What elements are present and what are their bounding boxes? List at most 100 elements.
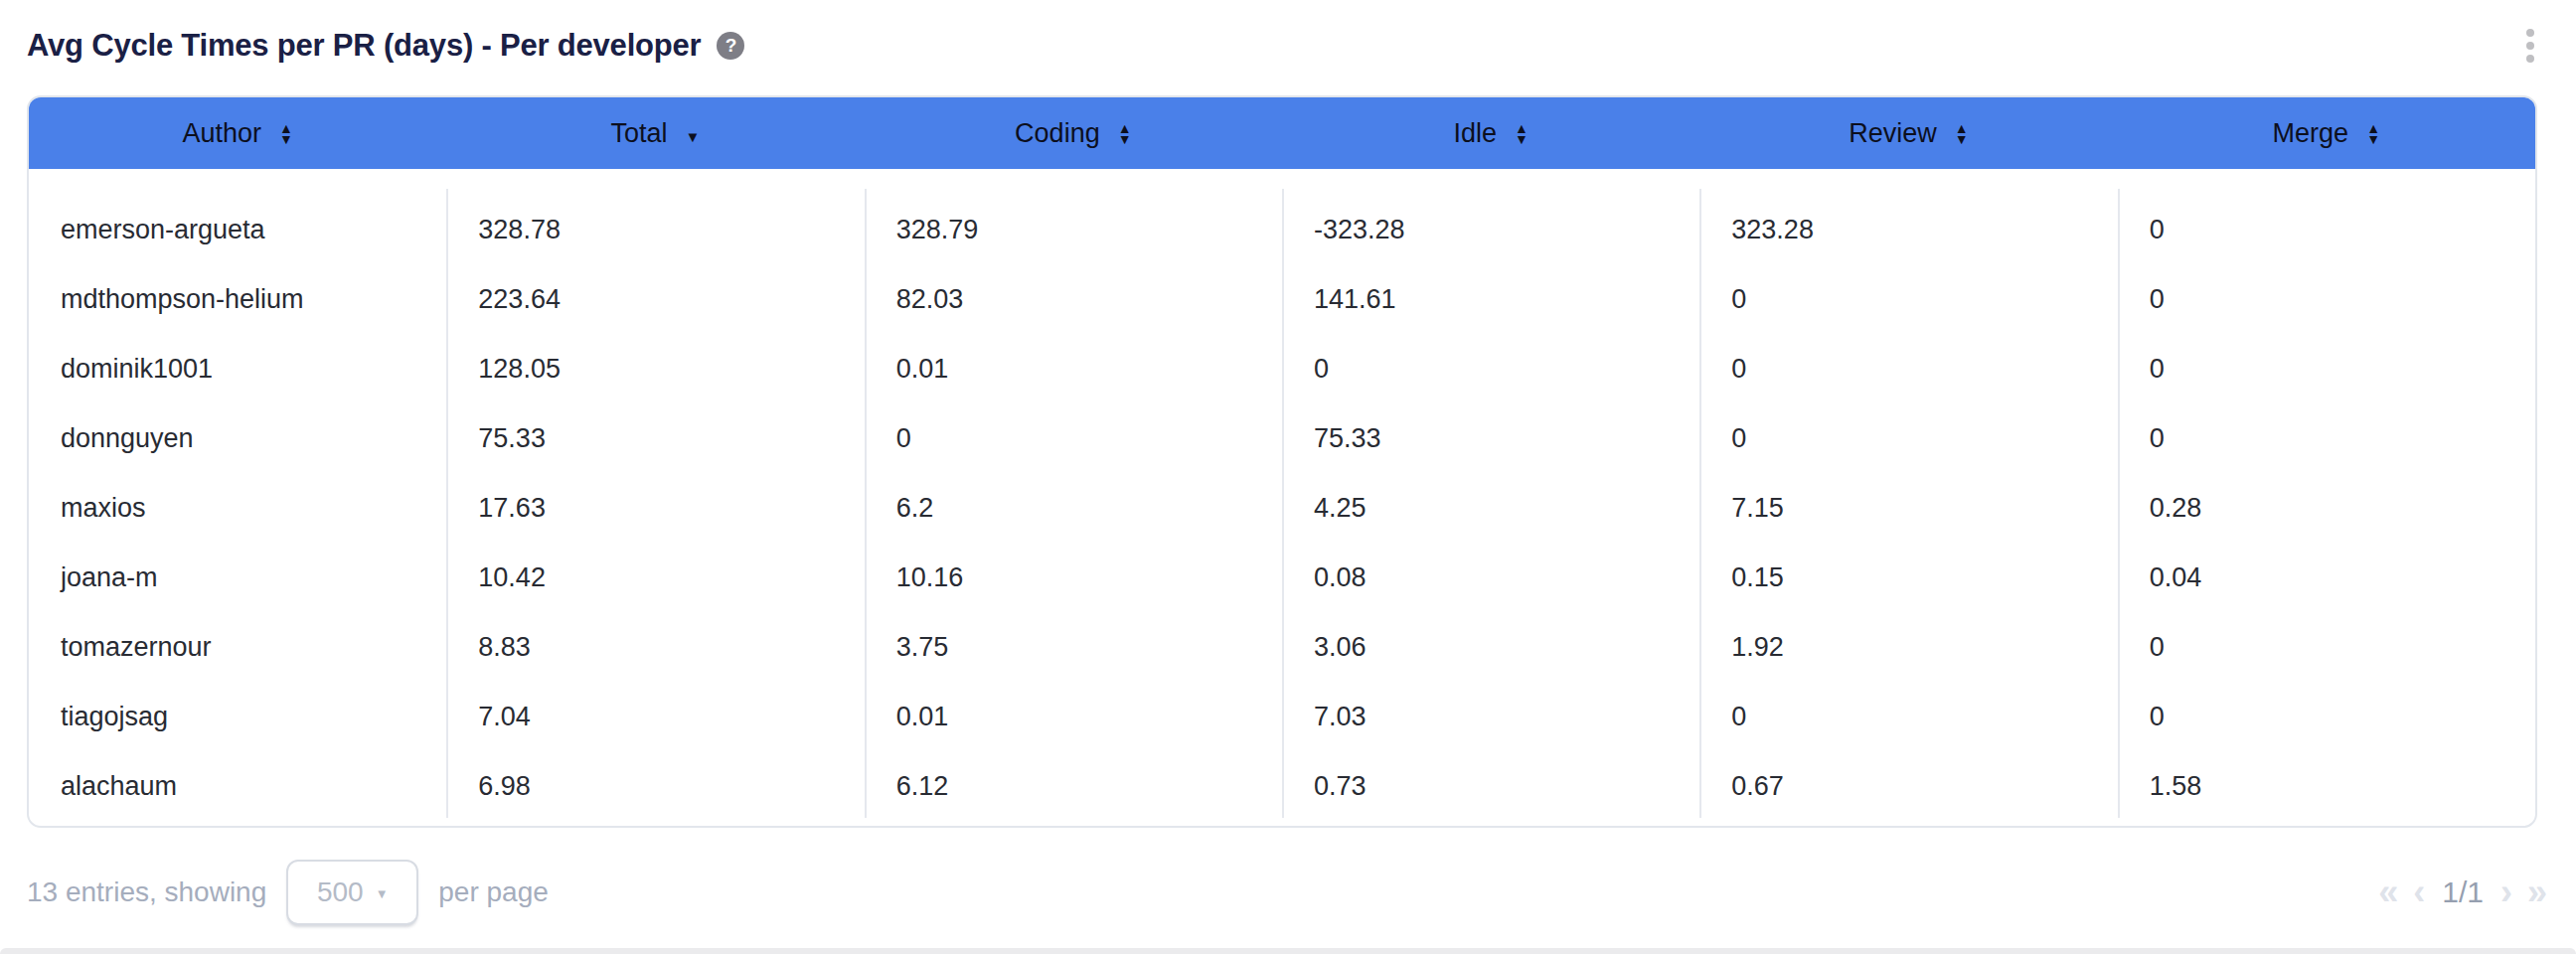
- prev-page-button[interactable]: ‹: [2413, 874, 2425, 910]
- cell-coding: 3.75: [865, 632, 1282, 663]
- cell-coding: 0.01: [865, 702, 1282, 732]
- table-footer: 13 entries, showing 500 ▼ per page « ‹ 1…: [27, 853, 2547, 932]
- cell-merge: 1.58: [2118, 771, 2535, 802]
- cycle-times-table-card: Author ▲▼ Total ▼ Coding ▲▼ Idle ▲▼ Revi…: [27, 95, 2537, 828]
- cell-review: 7.15: [1699, 493, 2117, 524]
- last-page-button[interactable]: »: [2527, 874, 2547, 910]
- next-page-button[interactable]: ›: [2500, 874, 2512, 910]
- column-label: Idle: [1453, 118, 1497, 149]
- sort-icon: ▲▼: [1118, 123, 1132, 145]
- cell-coding: 0.01: [865, 354, 1282, 385]
- cell-author: joana-m: [29, 562, 446, 593]
- cell-merge: 0.28: [2118, 493, 2535, 524]
- cell-merge: 0.04: [2118, 562, 2535, 593]
- cell-total: 7.04: [446, 702, 864, 732]
- page-title: Avg Cycle Times per PR (days) - Per deve…: [27, 28, 701, 64]
- sort-icon: ▲▼: [1955, 123, 1969, 145]
- cell-author: alachaum: [29, 771, 446, 802]
- table-body: emerson-argueta 328.78 328.79 -323.28 32…: [29, 169, 2535, 826]
- cell-review: 0: [1699, 702, 2117, 732]
- caret-down-icon: ▼: [376, 886, 389, 901]
- column-header-coding[interactable]: Coding ▲▼: [865, 97, 1282, 169]
- cell-merge: 0: [2118, 423, 2535, 454]
- cell-coding: 6.12: [865, 771, 1282, 802]
- column-header-idle[interactable]: Idle ▲▼: [1282, 97, 1699, 169]
- column-divider: [1699, 189, 1701, 818]
- cell-total: 8.83: [446, 632, 864, 663]
- cell-review: 323.28: [1699, 215, 2117, 245]
- cell-coding: 0: [865, 423, 1282, 454]
- column-divider: [865, 189, 867, 818]
- cell-merge: 0: [2118, 702, 2535, 732]
- cell-total: 223.64: [446, 284, 864, 315]
- cell-total: 17.63: [446, 493, 864, 524]
- cell-coding: 328.79: [865, 215, 1282, 245]
- entries-count-text: 13 entries, showing: [27, 876, 266, 908]
- kebab-menu-icon[interactable]: [2520, 23, 2540, 69]
- cell-total: 10.42: [446, 562, 864, 593]
- cell-author: maxios: [29, 493, 446, 524]
- cell-idle: 4.25: [1282, 493, 1699, 524]
- cell-total: 328.78: [446, 215, 864, 245]
- column-divider: [446, 189, 448, 818]
- sort-icon: ▲▼: [1515, 123, 1529, 145]
- column-header-review[interactable]: Review ▲▼: [1699, 97, 2117, 169]
- cell-coding: 10.16: [865, 562, 1282, 593]
- cell-idle: 0: [1282, 354, 1699, 385]
- next-card-edge: [0, 948, 2576, 954]
- cell-idle: 0.73: [1282, 771, 1699, 802]
- column-header-total[interactable]: Total ▼: [446, 97, 864, 169]
- cell-total: 75.33: [446, 423, 864, 454]
- column-divider: [1282, 189, 1284, 818]
- column-label: Merge: [2273, 118, 2349, 149]
- column-label: Author: [182, 118, 261, 149]
- cell-idle: 141.61: [1282, 284, 1699, 315]
- cell-merge: 0: [2118, 354, 2535, 385]
- cell-author: donnguyen: [29, 423, 446, 454]
- cell-idle: -323.28: [1282, 215, 1699, 245]
- card-title-row: Avg Cycle Times per PR (days) - Per deve…: [27, 16, 2558, 76]
- page-size-dropdown[interactable]: 500 ▼: [286, 860, 418, 925]
- cell-coding: 6.2: [865, 493, 1282, 524]
- cell-total: 128.05: [446, 354, 864, 385]
- help-icon[interactable]: ?: [717, 32, 744, 60]
- table-header-row: Author ▲▼ Total ▼ Coding ▲▼ Idle ▲▼ Revi…: [29, 97, 2535, 169]
- cell-author: tiagojsag: [29, 702, 446, 732]
- column-header-merge[interactable]: Merge ▲▼: [2118, 97, 2535, 169]
- column-label: Total: [611, 118, 668, 149]
- pagination: « ‹ 1/1 › »: [2378, 874, 2547, 910]
- cell-total: 6.98: [446, 771, 864, 802]
- sort-desc-icon: ▼: [686, 129, 701, 144]
- kebab-dot: [2526, 42, 2534, 50]
- cell-review: 0: [1699, 423, 2117, 454]
- cell-merge: 0: [2118, 284, 2535, 315]
- column-label: Coding: [1015, 118, 1100, 149]
- cell-idle: 3.06: [1282, 632, 1699, 663]
- column-divider: [2118, 189, 2120, 818]
- cell-author: mdthompson-helium: [29, 284, 446, 315]
- sort-icon: ▲▼: [279, 123, 293, 145]
- cell-author: dominik1001: [29, 354, 446, 385]
- cell-author: emerson-argueta: [29, 215, 446, 245]
- column-label: Review: [1849, 118, 1937, 149]
- cell-review: 0: [1699, 284, 2117, 315]
- kebab-dot: [2526, 29, 2534, 37]
- per-page-text: per page: [438, 876, 549, 908]
- cell-author: tomazernour: [29, 632, 446, 663]
- cell-review: 0.15: [1699, 562, 2117, 593]
- cell-idle: 0.08: [1282, 562, 1699, 593]
- sort-icon: ▲▼: [2366, 123, 2380, 145]
- first-page-button[interactable]: «: [2378, 874, 2398, 910]
- cell-idle: 7.03: [1282, 702, 1699, 732]
- kebab-dot: [2526, 55, 2534, 63]
- cell-review: 0: [1699, 354, 2117, 385]
- cell-idle: 75.33: [1282, 423, 1699, 454]
- cell-review: 0.67: [1699, 771, 2117, 802]
- cell-review: 1.92: [1699, 632, 2117, 663]
- page-indicator: 1/1: [2440, 875, 2486, 909]
- cell-coding: 82.03: [865, 284, 1282, 315]
- column-header-author[interactable]: Author ▲▼: [29, 97, 446, 169]
- cell-merge: 0: [2118, 632, 2535, 663]
- cell-merge: 0: [2118, 215, 2535, 245]
- page-size-value: 500: [317, 876, 364, 908]
